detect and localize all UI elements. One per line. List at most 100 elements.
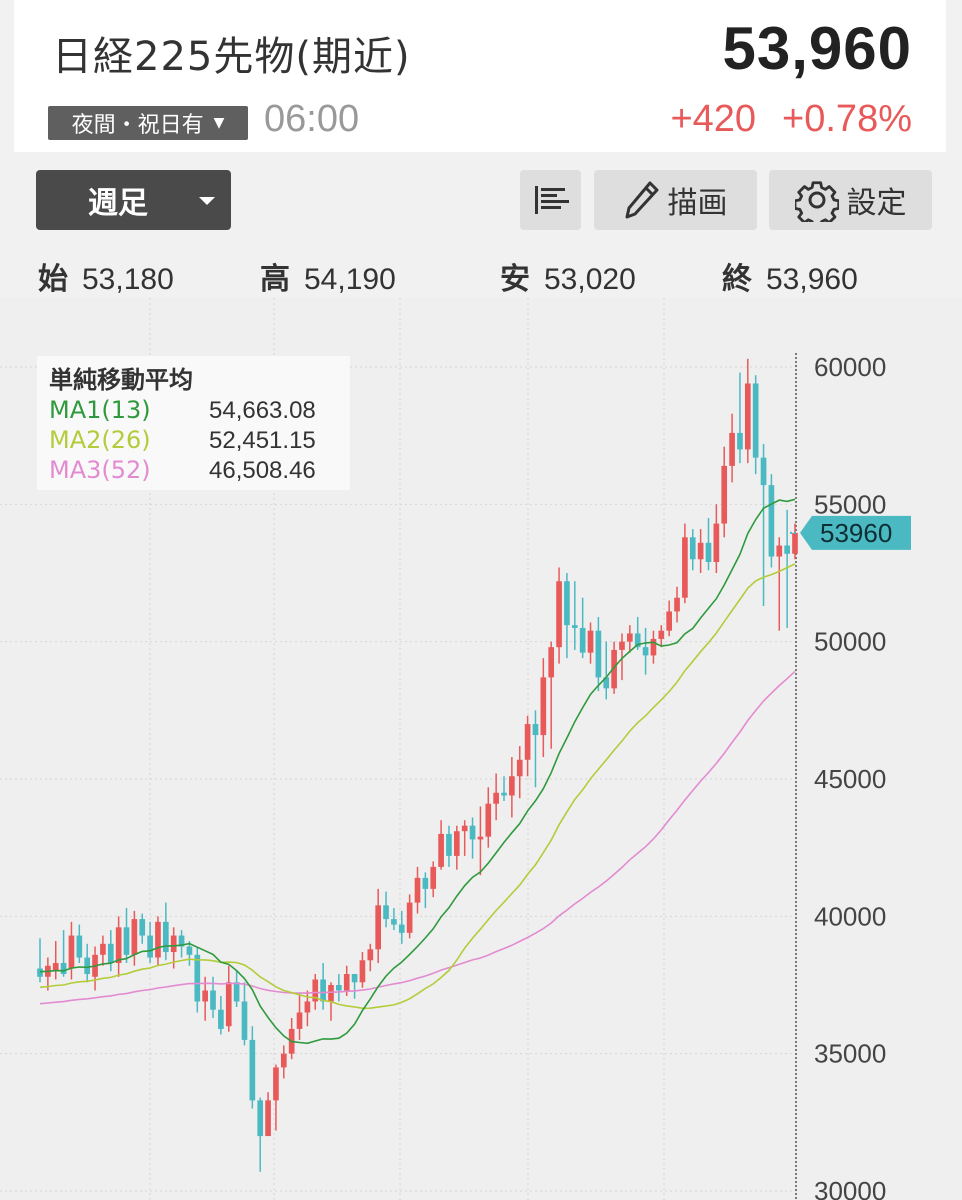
- candle-body: [107, 943, 114, 964]
- session-label: 夜間・祝日有: [71, 113, 204, 138]
- high-value: 54,190: [304, 263, 396, 296]
- candle-body: [516, 759, 523, 777]
- candle-body: [351, 974, 358, 983]
- candle-body: [320, 979, 326, 1002]
- price-change: +420 +0.78%: [670, 98, 912, 141]
- y-tick-label: 50000: [814, 627, 886, 657]
- y-tick-label: 60000: [814, 352, 886, 382]
- candle-body: [461, 825, 468, 832]
- high-item: 高 54,190: [260, 254, 396, 298]
- candle-body: [273, 1067, 279, 1101]
- candle-body: [453, 831, 460, 856]
- pencil-icon: [625, 181, 658, 219]
- candle-body: [233, 982, 240, 1002]
- candle-body: [280, 1053, 287, 1068]
- candle-body: [627, 633, 633, 642]
- candle-body: [328, 985, 334, 1002]
- candle-body: [241, 1001, 248, 1040]
- candle-body: [721, 465, 728, 524]
- candle-body: [131, 919, 138, 955]
- candle-body: [501, 792, 507, 796]
- candle-body: [634, 633, 641, 648]
- y-tick-label: 45000: [814, 764, 886, 794]
- ma2-name: MA2(26): [49, 426, 151, 454]
- ma1-value: 54,663.08: [209, 397, 316, 424]
- candle-body: [84, 957, 91, 975]
- candle-body: [312, 979, 319, 1002]
- y-tick-label: 35000: [814, 1039, 886, 1069]
- candle-body: [744, 383, 751, 450]
- settings-button[interactable]: 設定: [769, 170, 932, 230]
- last-price-tag: [800, 515, 911, 550]
- candle-body: [170, 935, 177, 953]
- candle-body: [579, 627, 586, 653]
- low-item: 安 53,020: [500, 254, 636, 298]
- chevron-down-icon: [199, 197, 215, 205]
- candle-body: [257, 1100, 264, 1137]
- candle-body: [414, 877, 421, 903]
- candle-body: [619, 641, 625, 650]
- list-icon: [534, 186, 569, 214]
- candle-body: [752, 383, 759, 458]
- candle-body: [556, 581, 562, 648]
- candle-body: [469, 825, 476, 840]
- candle-body: [760, 457, 767, 486]
- candle-body: [265, 1100, 271, 1137]
- ma2-value: 52,451.15: [209, 427, 316, 454]
- candle-body: [60, 963, 67, 975]
- candle-body: [485, 803, 492, 837]
- ma3-line: [39, 670, 796, 1005]
- candle-body: [697, 542, 704, 560]
- candle-body: [100, 943, 106, 955]
- quote-time: 06:00: [264, 98, 360, 140]
- settings-label: 設定: [846, 186, 907, 221]
- chart-area[interactable]: 60000 55000 50000 45000 40000 35000 30000 53960…: [0, 298, 962, 1200]
- legend-ma1: MA1(13) 54,663.08: [49, 396, 316, 425]
- change-value: +420: [670, 98, 757, 140]
- candle-body: [147, 935, 153, 958]
- candle-body: [37, 968, 43, 977]
- candle-body: [52, 963, 59, 972]
- close-value: 53,960: [766, 263, 858, 296]
- list-view-button[interactable]: [520, 170, 581, 230]
- candle-body: [178, 935, 185, 947]
- candle-body: [784, 545, 790, 554]
- period-dropdown[interactable]: 週足: [36, 170, 231, 230]
- candlestick-chart[interactable]: 60000 55000 50000 45000 40000 35000 30000 53960: [0, 298, 962, 1200]
- candle-body: [359, 960, 366, 983]
- ohlc-bar: 始 53,180 高 54,190 安 53,020 終 53,960: [0, 254, 962, 298]
- y-tick-label: 55000: [814, 489, 886, 519]
- last-price: 53,960: [722, 15, 912, 82]
- legend-title: 単純移動平均: [49, 366, 193, 394]
- change-percent: +0.78%: [782, 98, 912, 140]
- candle-body: [776, 545, 783, 557]
- candle-body: [446, 833, 452, 856]
- close-label: 終: [722, 262, 752, 297]
- last-price-label: 53960: [820, 518, 892, 548]
- candle-body: [658, 630, 665, 639]
- period-label: 週足: [88, 186, 148, 221]
- candle-body: [430, 866, 437, 889]
- chevron-down-icon: ▼: [213, 115, 225, 131]
- session-dropdown[interactable]: 夜間・祝日有 ▼: [48, 106, 248, 140]
- candle-body: [705, 542, 712, 563]
- legend-ma3: MA3(52) 46,508.46: [49, 456, 316, 485]
- candle-body: [367, 949, 374, 961]
- candle-body: [713, 523, 720, 563]
- candle-body: [155, 921, 161, 958]
- draw-button[interactable]: 描画: [594, 170, 757, 230]
- candle-body: [689, 537, 696, 560]
- close-item: 終 53,960: [722, 254, 858, 298]
- ma3-name: MA3(52): [49, 456, 151, 484]
- ma1-line: [39, 498, 796, 1045]
- candle-body: [524, 724, 531, 760]
- candle-body: [642, 647, 649, 656]
- candle-body: [304, 1001, 311, 1013]
- moving-average-legend: 単純移動平均 MA1(13) 54,663.08 MA2(26) 52,451.15…: [37, 356, 350, 490]
- candle-body: [225, 982, 232, 1027]
- candle-body: [792, 532, 798, 554]
- ma3-value: 46,508.46: [209, 457, 316, 484]
- candle-body: [76, 935, 83, 958]
- low-label: 安: [500, 262, 530, 297]
- open-label: 始: [38, 262, 68, 297]
